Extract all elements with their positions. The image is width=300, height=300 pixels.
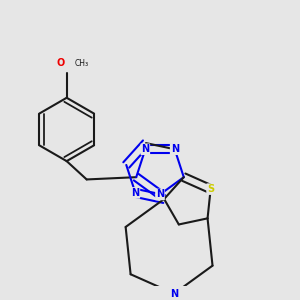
Text: N: N [171,144,179,154]
Text: S: S [207,184,214,194]
Text: N: N [131,188,140,198]
Text: N: N [156,190,164,200]
Text: CH₃: CH₃ [75,59,89,68]
Text: N: N [170,289,178,298]
Text: N: N [141,144,149,154]
Text: O: O [56,58,65,68]
